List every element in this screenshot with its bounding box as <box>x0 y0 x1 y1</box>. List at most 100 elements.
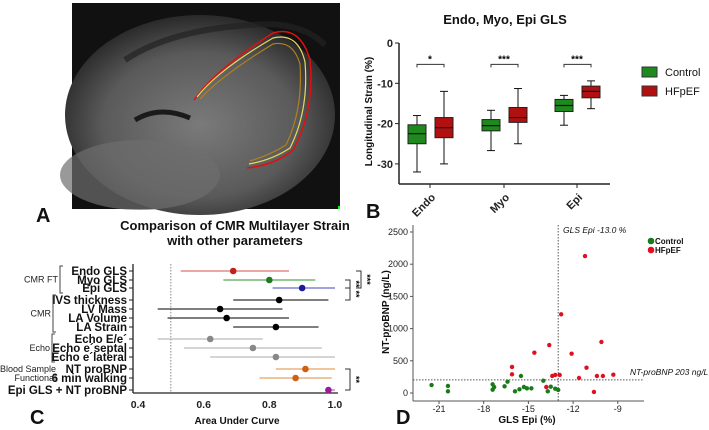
data-point-hfpef <box>582 253 588 259</box>
data-point-hfpef <box>599 339 604 345</box>
data-point-hfpef <box>547 342 552 348</box>
group-label: Blood Sample <box>0 364 56 374</box>
group-label: Echo <box>29 343 50 353</box>
forest-plot: Comparison of CMR Multilayer Strainwith … <box>0 218 372 427</box>
group-bracket <box>51 333 55 363</box>
y-axis-label: Longitudinal Strain (%) <box>364 57 375 166</box>
y-tick-label: 0 <box>387 38 393 50</box>
significance-label: ** <box>351 280 361 288</box>
significance-label: *** <box>362 274 372 285</box>
auc-point <box>325 386 332 394</box>
y-tick-label: 1000 <box>388 324 408 334</box>
auc-point <box>206 335 214 343</box>
significance-label: * <box>428 54 432 65</box>
panel-label-a: A <box>36 205 50 227</box>
auc-point <box>272 323 280 331</box>
data-point-hfpef <box>557 372 562 378</box>
panel-label-c: C <box>30 407 44 429</box>
legend-label: Control <box>665 67 700 79</box>
auc-point <box>272 353 280 361</box>
significance-label: ** <box>351 290 361 298</box>
x-tick-label: Myo <box>488 191 512 215</box>
panel-label-d: D <box>396 407 410 429</box>
x-tick-label: -21 <box>432 404 445 414</box>
data-point-control <box>529 386 534 391</box>
row-label: Endo GLS <box>71 266 127 278</box>
group-bracket <box>59 265 63 294</box>
group-label: CMR <box>31 309 52 319</box>
data-point-hfpef <box>509 364 515 370</box>
y-tick-label: 500 <box>393 356 408 366</box>
data-point-control <box>541 378 546 383</box>
y-tick-label: 2000 <box>388 259 408 269</box>
panel-label-b: B <box>366 201 380 223</box>
chart-title: Endo, Myo, Epi GLS <box>443 12 567 27</box>
y-tick-label: -20 <box>377 119 393 131</box>
row-label: LA Strain <box>76 322 127 334</box>
x-tick-label: Endo <box>410 191 438 219</box>
x-tick-label: 0.4 <box>131 399 146 411</box>
row-label: IVS thickness <box>52 295 127 307</box>
data-point-control <box>556 387 561 393</box>
data-point-hfpef <box>509 372 515 377</box>
auc-point <box>229 267 237 275</box>
chart-title: Comparison of CMR Multilayer Strain <box>120 218 350 233</box>
data-point-control <box>545 389 550 394</box>
x-tick-label: -15 <box>522 404 535 414</box>
row-label: LV Mass <box>81 304 127 316</box>
legend-label: HFpEF <box>655 246 681 255</box>
data-point-control <box>445 383 451 389</box>
data-point-hfpef <box>576 375 582 381</box>
legend-marker <box>647 237 655 245</box>
data-point-hfpef <box>611 372 616 377</box>
row-label: NT proBNP <box>66 364 128 376</box>
data-point-control <box>518 373 524 379</box>
significance-label: ** <box>351 376 361 384</box>
data-point-control <box>502 384 507 389</box>
row-label: Epi GLS + NT proBNP <box>8 385 127 397</box>
significance-label: *** <box>571 54 583 65</box>
significance-bracket <box>345 287 351 301</box>
group-label: CMR FT <box>24 275 58 285</box>
group-label: Functional <box>14 373 56 383</box>
y-tick-label: 2500 <box>388 227 408 237</box>
data-point-control <box>429 382 434 388</box>
significance-bracket <box>345 368 351 391</box>
endocardial-contour <box>199 42 302 162</box>
data-point-control <box>512 389 518 394</box>
myocardial-contour <box>196 36 307 165</box>
auc-point <box>223 314 230 322</box>
y-axis-label: NT-proBNP (ng/L) <box>381 270 392 354</box>
x-tick-label: -9 <box>614 404 622 414</box>
x-tick-label: -18 <box>477 404 490 414</box>
y-tick-label: 0 <box>403 388 408 398</box>
auc-point <box>216 305 224 313</box>
row-label: Epi GLS <box>82 283 127 295</box>
legend-label: HFpEF <box>665 86 700 98</box>
data-point-hfpef <box>569 351 574 356</box>
data-point-control <box>517 387 522 392</box>
chart-title-line2: with other parameters <box>166 233 303 248</box>
x-tick-label: 0.8 <box>262 399 277 411</box>
legend-label: Control <box>655 237 683 246</box>
data-point-hfpef <box>553 372 558 378</box>
x-tick-label: 1.0 <box>328 399 343 411</box>
data-point-hfpef <box>584 365 589 370</box>
row-label: Myo GLS <box>77 275 127 287</box>
data-point-hfpef <box>594 373 600 379</box>
significance-bracket <box>345 279 351 289</box>
x-tick-label: 0.6 <box>196 399 211 411</box>
data-point-control <box>445 389 451 394</box>
data-point-hfpef <box>600 373 606 379</box>
data-point-control <box>490 387 495 392</box>
data-point-hfpef <box>532 350 537 355</box>
y-tick-label: 1500 <box>388 291 408 301</box>
group-bracket <box>52 294 56 333</box>
box-control <box>407 124 427 145</box>
auc-point <box>292 374 299 382</box>
x-axis-label: GLS Epi (%) <box>498 415 555 426</box>
data-point-hfpef <box>558 312 564 317</box>
auc-point <box>298 284 306 292</box>
x-axis-label: Area Under Curve <box>194 416 279 427</box>
